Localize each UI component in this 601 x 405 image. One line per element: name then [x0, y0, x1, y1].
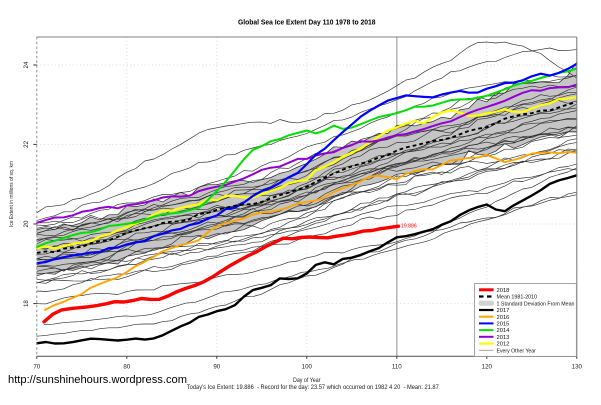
svg-text:2012: 2012 — [497, 342, 510, 348]
svg-text:1 Standard Deviation From Mean: 1 Standard Deviation From Mean — [497, 301, 575, 307]
svg-text:130: 130 — [572, 363, 583, 370]
svg-text:120: 120 — [482, 363, 493, 370]
svg-text:2014: 2014 — [497, 328, 511, 334]
svg-text:80: 80 — [123, 363, 130, 370]
svg-text:2016: 2016 — [497, 315, 510, 321]
svg-text:20: 20 — [23, 220, 30, 227]
svg-text:110: 110 — [392, 363, 402, 370]
svg-text:24: 24 — [23, 61, 30, 68]
svg-text:19.886: 19.886 — [401, 224, 417, 230]
svg-text:Ice Extent in millions of sq.: Ice Extent in millions of sq. km — [9, 161, 15, 227]
svg-text:2015: 2015 — [497, 322, 510, 328]
svg-text:http://sunshinehours.wordpress: http://sunshinehours.wordpress.com — [8, 374, 187, 386]
svg-text:22: 22 — [23, 140, 30, 147]
svg-text:100: 100 — [302, 363, 313, 370]
svg-text:Every Other Year: Every Other Year — [497, 348, 536, 354]
svg-text:90: 90 — [213, 363, 220, 370]
svg-text:2018: 2018 — [497, 288, 510, 294]
svg-text:2013: 2013 — [497, 335, 510, 341]
svg-text:18: 18 — [23, 300, 30, 307]
svg-text:70: 70 — [33, 363, 40, 370]
svg-text:Mean 1981-2010: Mean 1981-2010 — [497, 295, 538, 301]
svg-text:Today's Ice Extent: 19.886 -: Today's Ice Extent: 19.886 - Record for … — [187, 385, 440, 391]
svg-text:Day of Year: Day of Year — [293, 377, 321, 384]
svg-text:2017: 2017 — [497, 308, 510, 314]
svg-text:Global Sea Ice Extent Day 110: Global Sea Ice Extent Day 110 1978 to 20… — [238, 20, 376, 27]
